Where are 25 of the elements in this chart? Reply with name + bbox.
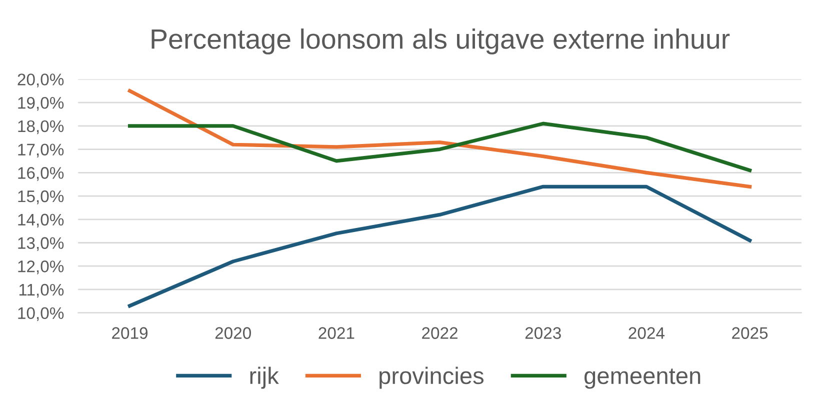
x-tick-label: 2022 [422,327,458,339]
y-tick-label: 17,0% [18,144,64,158]
y-tick-label: 20,0% [18,74,64,88]
y-tick-label: 14,0% [18,214,64,228]
y-tick-label: 10,0% [18,307,64,322]
x-tick-label: 2020 [215,327,251,339]
legend-label: rijk [250,366,279,389]
y-tick-label: 11,0% [19,284,64,298]
x-tick-label: 2023 [525,327,561,339]
y-tick-label: 12,0% [18,260,64,274]
x-tick-label: 2021 [318,327,354,339]
chart-title: Percentage loonsom als uitgave externe inhuur [152,28,730,54]
x-tick-label: 2019 [112,327,148,339]
legend-label: gemeenten [584,368,700,389]
x-tick-label: 2024 [628,327,664,339]
x-tick-label: 2025 [732,327,768,339]
y-tick-label: 16,0% [18,167,64,181]
line-series [128,122,752,172]
y-tick-label: 13,0% [18,237,64,251]
legend-label: provincies [380,366,484,389]
y-tick-label: 15,0% [18,190,64,204]
y-tick-label: 18,0% [18,120,64,134]
line-series [128,184,752,308]
y-tick-label: 19,0% [18,96,64,111]
line-series [128,89,752,188]
